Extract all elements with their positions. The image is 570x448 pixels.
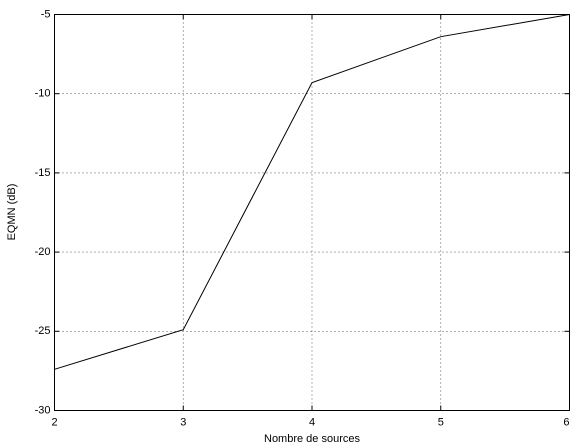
y-tick-label: -20 <box>35 246 51 258</box>
x-tick-label: 5 <box>438 416 444 428</box>
y-tick-label: -10 <box>35 88 51 100</box>
x-tick-label: 6 <box>563 416 569 428</box>
x-tick-label: 2 <box>51 416 57 428</box>
x-axis-label: Nombre de sources <box>264 433 360 445</box>
y-tick-label: -15 <box>35 167 51 179</box>
y-tick-label: -25 <box>35 325 51 337</box>
data-line <box>54 14 570 370</box>
y-tick-label: -30 <box>35 404 51 416</box>
x-tick-label: 4 <box>309 416 315 428</box>
y-tick-label: -5 <box>41 8 51 20</box>
y-axis-label: EQMN (dB) <box>6 184 18 241</box>
x-tick-label: 3 <box>180 416 186 428</box>
